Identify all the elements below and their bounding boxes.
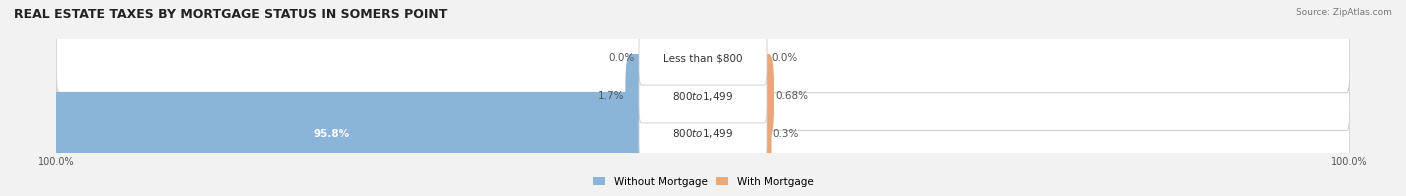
- Text: 0.0%: 0.0%: [770, 53, 797, 63]
- FancyBboxPatch shape: [626, 54, 647, 138]
- FancyBboxPatch shape: [759, 92, 772, 176]
- Text: 0.68%: 0.68%: [775, 91, 808, 101]
- Text: 0.3%: 0.3%: [773, 129, 799, 139]
- FancyBboxPatch shape: [56, 62, 1350, 131]
- Text: Less than $800: Less than $800: [664, 53, 742, 63]
- Text: Source: ZipAtlas.com: Source: ZipAtlas.com: [1296, 8, 1392, 17]
- FancyBboxPatch shape: [759, 54, 775, 138]
- Text: 1.7%: 1.7%: [598, 91, 624, 101]
- FancyBboxPatch shape: [56, 99, 1350, 168]
- Text: 95.8%: 95.8%: [314, 129, 350, 139]
- Text: $800 to $1,499: $800 to $1,499: [672, 127, 734, 140]
- Text: $800 to $1,499: $800 to $1,499: [672, 90, 734, 103]
- FancyBboxPatch shape: [638, 69, 768, 123]
- FancyBboxPatch shape: [56, 24, 1350, 93]
- FancyBboxPatch shape: [638, 107, 768, 161]
- Text: 0.0%: 0.0%: [609, 53, 636, 63]
- FancyBboxPatch shape: [638, 31, 768, 85]
- Text: REAL ESTATE TAXES BY MORTGAGE STATUS IN SOMERS POINT: REAL ESTATE TAXES BY MORTGAGE STATUS IN …: [14, 8, 447, 21]
- Legend: Without Mortgage, With Mortgage: Without Mortgage, With Mortgage: [589, 172, 817, 191]
- FancyBboxPatch shape: [17, 92, 647, 176]
